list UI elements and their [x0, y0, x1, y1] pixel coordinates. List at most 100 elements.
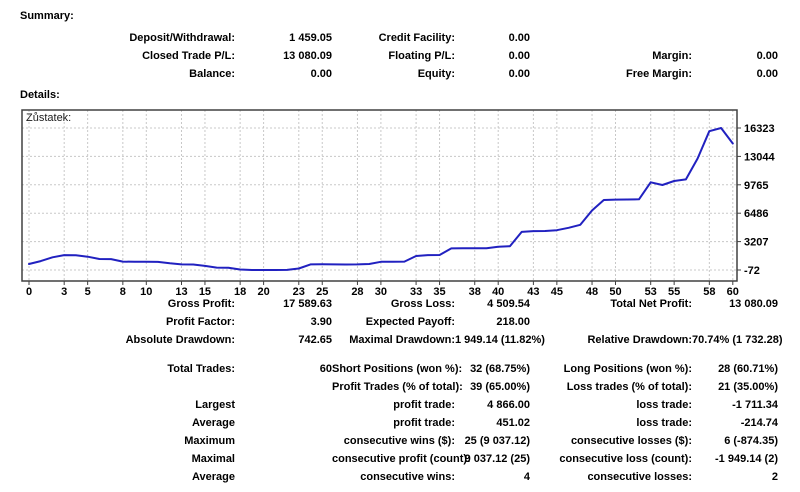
- summary-label: Closed Trade P/L:: [142, 50, 235, 62]
- x-axis-label: 60: [727, 286, 739, 298]
- stats-label: Maximum: [184, 435, 235, 447]
- stats-value: -214.74: [740, 417, 778, 429]
- x-axis-label: 15: [199, 286, 211, 298]
- stats-label: Gross Loss:: [390, 298, 455, 310]
- stats-label: Maximal: [191, 453, 235, 465]
- stats-value: 6 (-874.35): [724, 435, 778, 447]
- summary-value: 0.00: [756, 50, 778, 62]
- stats-value: 70.74% (1 732.28): [692, 334, 783, 346]
- summary-value: [692, 29, 778, 47]
- x-axis-label: 25: [316, 286, 328, 298]
- stats-table: Gross Profit: 17 589.63 Gross Loss: 4 509.5…: [0, 295, 783, 486]
- summary-label: Deposit/Withdrawal:: [129, 32, 235, 44]
- stats-value: [235, 468, 332, 486]
- x-axis-label: 45: [551, 286, 563, 298]
- x-axis-label: 48: [586, 286, 598, 298]
- plot-area: [22, 110, 737, 281]
- summary-row: Closed Trade P/L: 13 080.09 Floating P/L: 0…: [0, 47, 778, 65]
- stats-label: Absolute Drawdown:: [125, 334, 235, 346]
- stats-value: 4: [523, 471, 530, 483]
- summary-label: Equity:: [417, 68, 455, 80]
- y-axis-label: -72: [744, 265, 760, 277]
- stats-label: Relative Drawdown:: [587, 334, 692, 346]
- stats-row: Maximal consecutive profit (count): 9 037.…: [0, 450, 778, 468]
- summary-label: Balance:: [189, 68, 235, 80]
- summary-label: Credit Facility:: [378, 32, 455, 44]
- chart-legend-label: Zůstatek:: [26, 112, 71, 124]
- x-axis-label: 40: [492, 286, 504, 298]
- stats-value: 1 949.14 (11.82%): [455, 334, 545, 346]
- summary-label: [530, 29, 692, 47]
- stats-label: Profit Factor:: [165, 316, 235, 328]
- stats-row: Absolute Drawdown: 742.65 Maximal Drawdown…: [0, 331, 783, 349]
- details-title: Details:: [20, 89, 60, 101]
- summary-row: Deposit/Withdrawal: 1 459.05 Credit Facili…: [0, 29, 778, 47]
- stats-value: [235, 450, 332, 468]
- stats-value: 218.00: [496, 316, 530, 328]
- stats-label: profit trade:: [393, 399, 455, 411]
- stats-label: Average: [191, 417, 235, 429]
- stats-value: 25 (9 037.12): [464, 435, 530, 447]
- stats-label: Expected Payoff:: [365, 316, 455, 328]
- stats-label: Loss trades (% of total):: [566, 381, 692, 393]
- x-axis-label: 58: [703, 286, 715, 298]
- stats-row: Maximum consecutive wins ($): 25 (9 037.12…: [0, 432, 778, 450]
- y-axis-label: 9765: [744, 180, 768, 192]
- x-axis-label: 18: [234, 286, 246, 298]
- stats-value: 21 (35.00%): [718, 381, 778, 393]
- x-axis-label: 10: [140, 286, 152, 298]
- stats-row: Average profit trade: 451.02 loss trade: -21…: [0, 414, 778, 432]
- stats-label: Largest: [195, 399, 235, 411]
- y-axis-label: 16323: [744, 123, 775, 135]
- stats-value: [692, 313, 778, 331]
- stats-label: [530, 313, 692, 331]
- stats-label: Average: [191, 471, 235, 483]
- summary-label: Free Margin:: [625, 68, 692, 80]
- summary-value: 0.00: [310, 68, 332, 80]
- stats-label: Total Trades:: [167, 363, 235, 375]
- stats-label: Total Net Profit:: [610, 298, 692, 310]
- x-axis-label: 28: [351, 286, 363, 298]
- summary-value: 0.00: [508, 68, 530, 80]
- stats-group-gap: [0, 349, 778, 360]
- stats-row: Profit Factor: 3.90 Expected Payoff: 218.00: [0, 313, 778, 331]
- summary-title: Summary:: [20, 10, 74, 22]
- stats-label: Gross Profit:: [167, 298, 235, 310]
- stats-value: 17 589.63: [283, 298, 332, 310]
- stats-value: [235, 432, 332, 450]
- plot-border: [21, 109, 738, 282]
- stats-label: consecutive losses:: [587, 471, 692, 483]
- stats-value: 28 (60.71%): [718, 363, 778, 375]
- stats-value: 451.02: [496, 417, 530, 429]
- stats-value: 39 (65.00%): [470, 381, 530, 393]
- stats-value: 60: [319, 363, 332, 375]
- summary-value: 1 459.05: [289, 32, 332, 44]
- stats-value: 9 037.12 (25): [464, 453, 530, 465]
- summary-row: Balance: 0.00 Equity: 0.00 Free Margin: 0.00: [0, 65, 778, 83]
- x-axis-label: 53: [645, 286, 657, 298]
- x-axis-label: 30: [375, 286, 387, 298]
- stats-value: 4 866.00: [487, 399, 530, 411]
- stats-value: [235, 378, 332, 396]
- summary-value: 13 080.09: [283, 50, 332, 62]
- summary-value: 0.00: [508, 32, 530, 44]
- balance-chart: -72 3207 6486 9765 13044 16323 0 3 5 8 10 13 15 18 20 2…: [20, 108, 800, 300]
- stats-value: -1 949.14 (2): [715, 453, 778, 465]
- x-axis-label: 50: [609, 286, 621, 298]
- stats-value: 32 (68.75%): [470, 363, 530, 375]
- y-axis-label: 13044: [744, 151, 775, 163]
- x-axis-label: 5: [85, 286, 91, 298]
- x-axis-label: 0: [26, 286, 32, 298]
- x-axis-label: 13: [175, 286, 187, 298]
- x-axis-label: 43: [527, 286, 539, 298]
- summary-value: 0.00: [756, 68, 778, 80]
- stats-label: Maximal Drawdown:: [349, 334, 455, 346]
- stats-label: Long Positions (won %):: [563, 363, 692, 375]
- x-axis-label: 33: [410, 286, 422, 298]
- stats-value: 3.90: [310, 316, 332, 328]
- x-axis-label: 35: [433, 286, 445, 298]
- x-axis-label: 8: [120, 286, 126, 298]
- stats-value: 13 080.09: [729, 298, 778, 310]
- stats-value: 742.65: [298, 334, 332, 346]
